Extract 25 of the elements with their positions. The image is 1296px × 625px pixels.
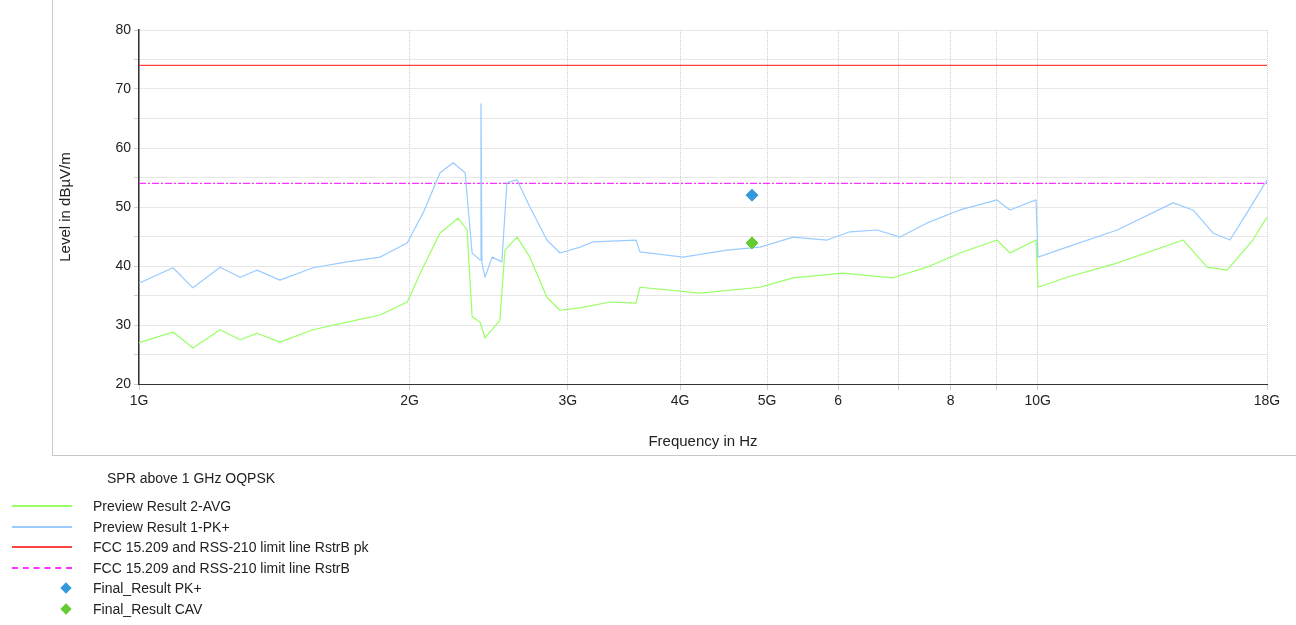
y-tick-label: 20 [115, 374, 132, 391]
x-tick-label: 2G [400, 392, 419, 409]
x-tick-label: 1G [129, 392, 149, 409]
y-axis-title: Level in dBµV/m [56, 152, 74, 262]
x-tick-label: 4G [670, 392, 690, 409]
legend-label: Preview Result 2-AVG [93, 498, 232, 515]
legend-title: SPR above 1 GHz OQPSK [107, 470, 277, 486]
y-tick-label: 60 [115, 138, 132, 155]
x-tick-label: 3G [558, 392, 578, 409]
legend-label: FCC 15.209 and RSS-210 limit line RstrB pk [93, 539, 369, 556]
y-tick-label: 40 [115, 256, 132, 273]
x-tick-label: 6 [834, 392, 843, 409]
x-tick-label: 8 [946, 392, 955, 409]
x-axis-title: Frequency in Hz [648, 432, 758, 450]
y-tick-label: 30 [115, 315, 132, 332]
legend-label: Final_Result CAV [93, 600, 203, 617]
y-tick-label: 70 [115, 79, 132, 96]
legend-label: FCC 15.209 and RSS-210 limit line RstrB [93, 559, 350, 576]
x-tick-label: 5G [757, 392, 777, 409]
legend-label: Preview Result 1-PK+ [93, 518, 230, 535]
y-tick-label: 80 [115, 20, 132, 37]
x-tick-label: 18G [1253, 392, 1281, 409]
y-tick-label: 50 [115, 197, 132, 214]
x-tick-label: 10G [1024, 392, 1051, 409]
legend-label: Final_Result PK+ [93, 580, 202, 597]
